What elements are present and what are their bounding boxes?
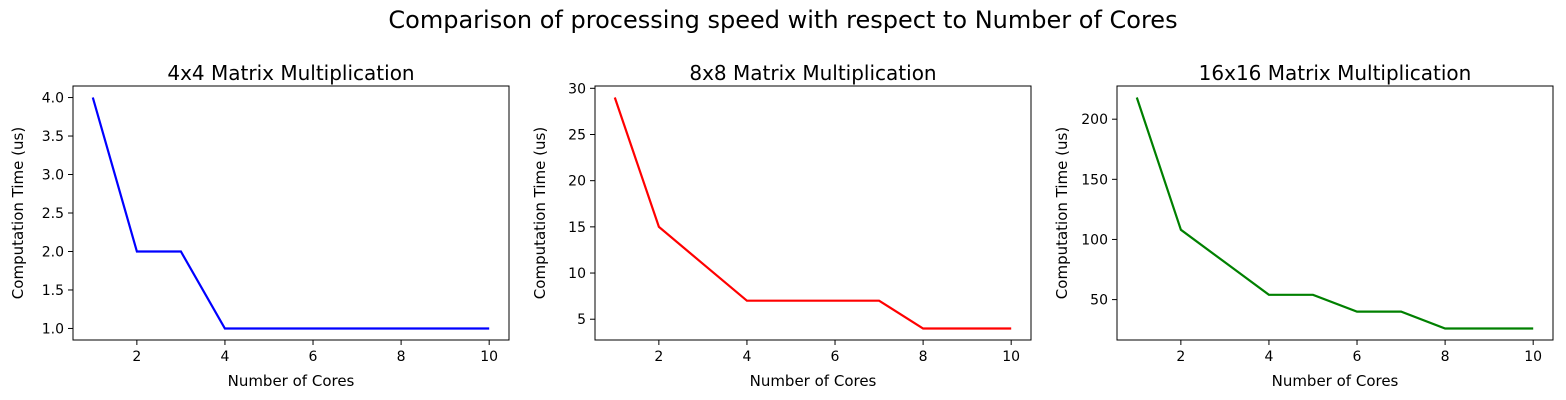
series-line-4x4 <box>91 97 490 330</box>
chart-title-16x16: 16x16 Matrix Multiplication <box>1199 61 1472 85</box>
x-tick-label: 10 <box>1524 349 1542 365</box>
y-tick-label: 5 <box>577 312 586 328</box>
x-tick-label: 8 <box>919 349 928 365</box>
chart-title-4x4: 4x4 Matrix Multiplication <box>167 61 414 85</box>
y-axis-label: Computation Time (us) <box>531 127 549 299</box>
y-tick-label: 2.0 <box>42 244 64 260</box>
y-axis-label: Computation Time (us) <box>1053 127 1071 299</box>
plot-frame <box>1116 85 1554 341</box>
figure-title: Comparison of processing speed with resp… <box>388 6 1178 34</box>
y-tick-label: 50 <box>1090 293 1108 309</box>
y-tick-label: 3.0 <box>42 168 64 184</box>
x-tick-label: 8 <box>1441 349 1450 365</box>
y-tick-label: 2.5 <box>42 206 64 222</box>
x-tick-label: 2 <box>654 349 663 365</box>
y-tick-label: 20 <box>568 174 586 190</box>
x-tick-label: 4 <box>1264 349 1273 365</box>
y-tick-label: 1.0 <box>42 321 64 337</box>
x-tick-label: 6 <box>831 349 840 365</box>
y-tick-label: 1.5 <box>42 283 64 299</box>
y-tick-label: 4.0 <box>42 91 64 107</box>
x-axis-label: Number of Cores <box>1272 372 1399 390</box>
x-axis-label: Number of Cores <box>750 372 877 390</box>
plot-frame <box>594 85 1032 341</box>
series-line-16x16 <box>1135 97 1534 330</box>
x-tick-label: 6 <box>1353 349 1362 365</box>
y-tick-label: 30 <box>568 81 586 97</box>
y-tick-label: 100 <box>1081 232 1108 248</box>
x-tick-label: 4 <box>742 349 751 365</box>
y-tick-label: 10 <box>568 266 586 282</box>
y-tick-label: 3.5 <box>42 129 64 145</box>
x-tick-label: 8 <box>397 349 406 365</box>
x-tick-label: 2 <box>1176 349 1185 365</box>
chart-title-8x8: 8x8 Matrix Multiplication <box>689 61 936 85</box>
series-line-8x8 <box>613 97 1012 330</box>
x-tick-label: 6 <box>309 349 318 365</box>
y-axis-label: Computation Time (us) <box>9 127 27 299</box>
y-tick-label: 200 <box>1081 112 1108 128</box>
x-tick-label: 10 <box>480 349 498 365</box>
y-tick-label: 150 <box>1081 172 1108 188</box>
x-tick-label: 4 <box>220 349 229 365</box>
x-axis-label: Number of Cores <box>228 372 355 390</box>
y-tick-label: 15 <box>568 220 586 236</box>
x-tick-label: 2 <box>132 349 141 365</box>
x-tick-label: 10 <box>1002 349 1020 365</box>
y-tick-label: 25 <box>568 127 586 143</box>
